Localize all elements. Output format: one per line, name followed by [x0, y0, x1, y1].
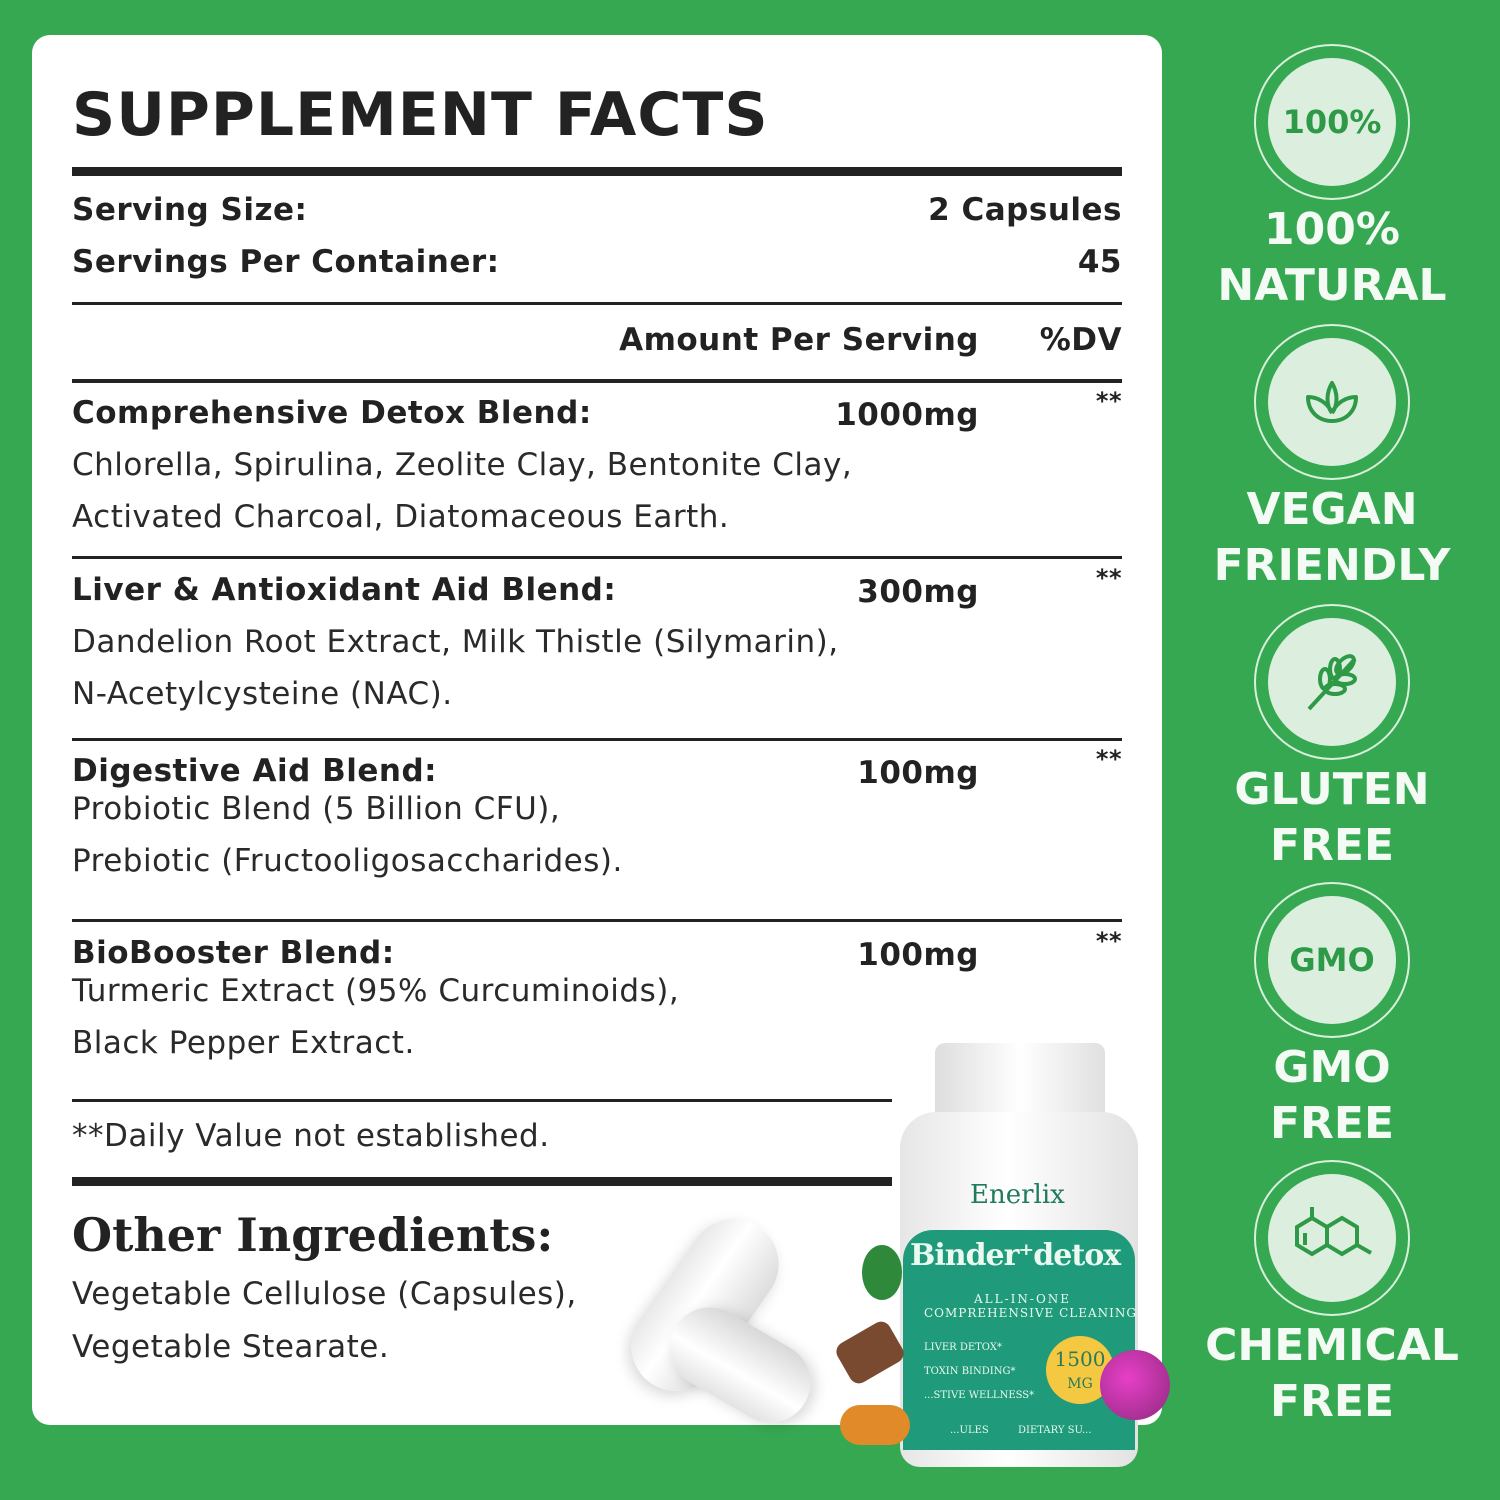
badge-label-line: GMO — [1273, 1042, 1391, 1093]
product-name: Binder⁺detox — [910, 1238, 1121, 1273]
badge-label-line: CHEMICAL — [1205, 1320, 1459, 1371]
benefit: ...STIVE WELLNESS* — [924, 1390, 1035, 1401]
blend-name: Digestive Aid Blend: — [72, 753, 438, 789]
amount-header: Amount Per Serving — [619, 322, 979, 358]
badge-label-line: FREE — [1269, 1376, 1395, 1427]
blend-name: Comprehensive Detox Blend: — [72, 395, 592, 431]
badge-label-line: FREE — [1269, 820, 1395, 871]
milk-thistle-image — [1100, 1350, 1170, 1420]
bottle-text: ...ULES — [950, 1425, 989, 1436]
benefit: LIVER DETOX* — [924, 1342, 1002, 1353]
serving-size-value: 2 Capsules — [928, 192, 1122, 228]
turmeric-image — [840, 1405, 910, 1445]
blend-amount: 100mg — [857, 937, 979, 973]
blend-dv: ** — [1095, 564, 1122, 592]
badge-circle — [1254, 604, 1410, 760]
badge-label-line: NATURAL — [1217, 260, 1447, 311]
spirulina-image — [862, 1245, 902, 1300]
servings-label: Servings Per Container: — [72, 244, 500, 280]
blend-ingredients: Black Pepper Extract. — [72, 1025, 415, 1061]
page-title: SUPPLEMENT FACTS — [72, 80, 769, 150]
benefit: TOXIN BINDING* — [924, 1366, 1016, 1377]
blend-ingredients: Activated Charcoal, Diatomaceous Earth. — [72, 499, 730, 535]
divider — [72, 302, 1122, 305]
badge-label: GMO FREE — [1190, 1040, 1474, 1152]
blend-dv: ** — [1095, 927, 1122, 955]
molecule-icon — [1268, 1174, 1396, 1302]
blend-amount: 100mg — [857, 755, 979, 791]
blend-ingredients: Chlorella, Spirulina, Zeolite Clay, Bent… — [72, 447, 853, 483]
blend-ingredients: Prebiotic (Fructooligosaccharides). — [72, 843, 623, 879]
blend-amount: 300mg — [857, 574, 979, 610]
dv-header: %DV — [1039, 322, 1122, 358]
badge-text: GMO — [1289, 941, 1375, 979]
blend-name: Liver & Antioxidant Aid Blend: — [72, 572, 617, 608]
blend-ingredients: Turmeric Extract (95% Curcuminoids), — [72, 973, 680, 1009]
divider — [72, 167, 1122, 176]
divider — [72, 1177, 892, 1186]
badge-label-line: VEGAN — [1246, 484, 1418, 535]
blend-amount: 1000mg — [835, 397, 979, 433]
other-ingredient-line: Vegetable Stearate. — [72, 1329, 390, 1365]
divider — [72, 556, 1122, 559]
badge-circle — [1254, 1160, 1410, 1316]
badge-label-line: FREE — [1269, 1098, 1395, 1149]
badge-label-line: FRIENDLY — [1213, 540, 1451, 591]
wheat-icon — [1268, 618, 1396, 746]
tagline: ALL-IN-ONE — [974, 1292, 1072, 1306]
divider — [72, 379, 1122, 383]
brand-logo: Enerlix — [970, 1180, 1065, 1210]
badge-circle: 100% — [1254, 44, 1410, 200]
badge-circle: GMO — [1254, 882, 1410, 1038]
other-ingredients-title: Other Ingredients: — [72, 1208, 554, 1262]
badge-label-line: 100% — [1264, 204, 1400, 255]
divider — [72, 919, 1122, 922]
badge-circle — [1254, 324, 1410, 480]
serving-size-label: Serving Size: — [72, 192, 308, 228]
dose-value: 1500 — [1054, 1347, 1106, 1371]
divider — [72, 738, 1122, 741]
badge-label: CHEMICAL FREE — [1190, 1318, 1474, 1430]
gmo-icon: GMO — [1268, 896, 1396, 1024]
blend-dv: ** — [1095, 745, 1122, 773]
badge-label: 100% NATURAL — [1190, 202, 1474, 314]
divider — [72, 1099, 892, 1102]
badge-label: VEGAN FRIENDLY — [1190, 482, 1474, 594]
leaf-icon — [1268, 338, 1396, 466]
percent-icon: 100% — [1268, 58, 1396, 186]
badge-label: GLUTEN FREE — [1190, 762, 1474, 874]
blend-ingredients: Dandelion Root Extract, Milk Thistle (Si… — [72, 624, 839, 660]
blend-dv: ** — [1095, 387, 1122, 415]
blend-ingredients: Probiotic Blend (5 Billion CFU), — [72, 791, 561, 827]
footnote: **Daily Value not established. — [72, 1118, 550, 1154]
bottle-text: DIETARY SU... — [1018, 1425, 1092, 1436]
tagline: COMPREHENSIVE CLEANING — [924, 1306, 1138, 1320]
other-ingredient-line: Vegetable Cellulose (Capsules), — [72, 1276, 577, 1312]
blend-ingredients: N-Acetylcysteine (NAC). — [72, 676, 453, 712]
dose-unit: MG — [1067, 1376, 1093, 1392]
servings-value: 45 — [1077, 244, 1122, 280]
blend-name: BioBooster Blend: — [72, 935, 395, 971]
badge-text: 100% — [1282, 103, 1382, 141]
badge-label-line: GLUTEN — [1234, 764, 1430, 815]
bottle-cap — [935, 1043, 1105, 1118]
